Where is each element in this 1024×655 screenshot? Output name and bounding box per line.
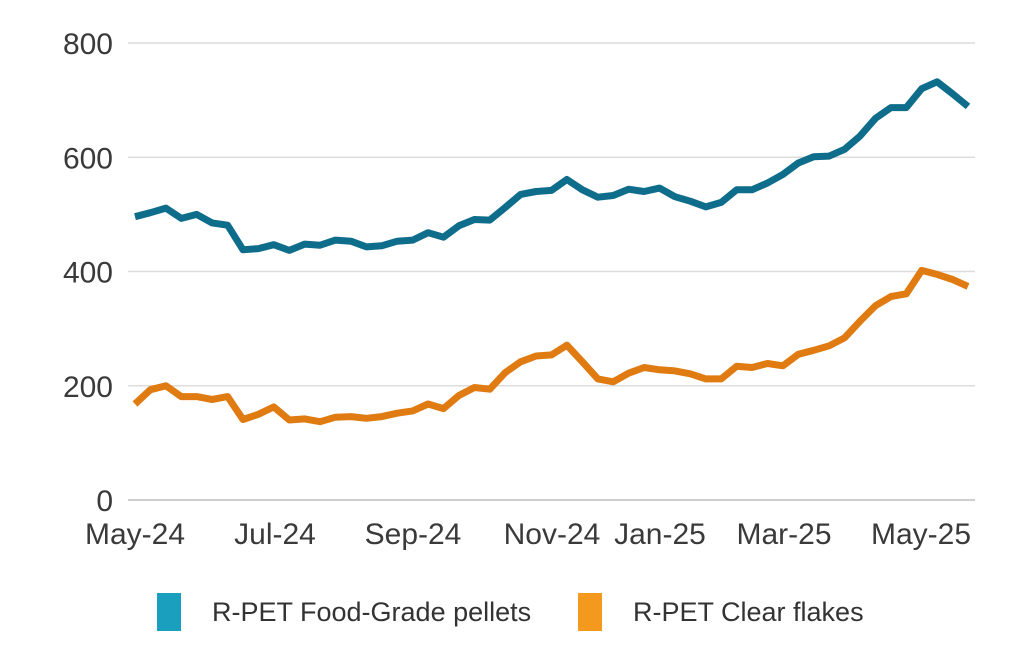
y-tick-label: 0	[96, 485, 113, 518]
x-tick-label: Mar-25	[736, 518, 831, 551]
legend-label: R-PET Food-Grade pellets	[212, 597, 531, 627]
x-tick-label: May-25	[871, 518, 971, 551]
y-tick-label: 800	[63, 28, 113, 61]
legend-label: R-PET Clear flakes	[633, 597, 864, 627]
gridlines	[128, 42, 975, 501]
y-axis-tick-labels: 0 200 400 600 800	[63, 28, 113, 518]
series-lines	[132, 78, 971, 426]
x-tick-label: Jul-24	[234, 518, 316, 551]
x-tick-label: Nov-24	[504, 518, 601, 551]
series-line-food-grade-pellets	[134, 78, 971, 254]
x-tick-label: Sep-24	[365, 518, 462, 551]
y-tick-label: 200	[63, 371, 113, 404]
series-line-clear-flakes	[132, 266, 970, 426]
y-tick-label: 600	[63, 142, 113, 175]
legend: R-PET Food-Grade pellets R-PET Clear flak…	[157, 593, 864, 631]
x-axis-tick-labels: May-24 Jul-24 Sep-24 Nov-24 Jan-25 Mar-25 May-…	[85, 518, 971, 551]
legend-swatch	[157, 593, 181, 631]
legend-swatch	[578, 593, 602, 631]
x-tick-label: Jan-25	[614, 518, 706, 551]
y-tick-label: 400	[63, 257, 113, 290]
x-tick-label: May-24	[85, 518, 185, 551]
